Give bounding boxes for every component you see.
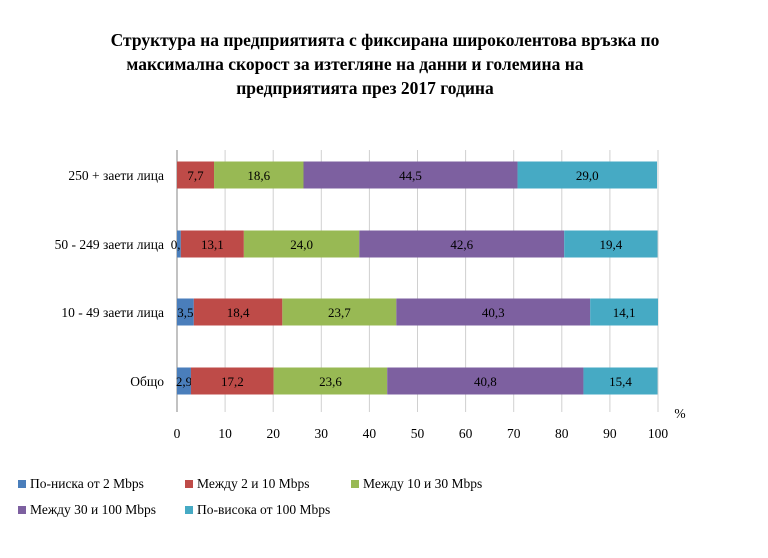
legend-swatch-1: [185, 480, 193, 488]
data-label-0-4: 29,0: [576, 168, 599, 183]
legend-label-1: Между 2 и 10 Mbps: [197, 476, 310, 491]
bar-3-3: [387, 367, 584, 395]
bar-3-0: [177, 367, 191, 395]
x-tick-label-1: 10: [218, 426, 232, 441]
bar-2-3: [396, 298, 591, 326]
chart-title-line-2: максимална скорост за изтегляне на данни…: [126, 54, 584, 74]
bar-2-0: [177, 298, 194, 326]
category-label-1: 50 - 249 заети лица: [55, 237, 164, 252]
bar-1-2: [243, 230, 360, 258]
bar-1-4: [564, 230, 658, 258]
bar-2-2: [282, 298, 397, 326]
data-label-3-1: 17,2: [221, 374, 244, 389]
x-axis-label: %: [674, 406, 685, 421]
data-label-3-0: 2,9: [176, 374, 192, 389]
legend-label-3: Между 30 и 100 Mbps: [30, 502, 156, 517]
data-label-1-4: 19,4: [599, 237, 622, 252]
bar-1-0: [177, 230, 181, 258]
data-label-1-2: 24,0: [290, 237, 313, 252]
bar-1-3: [359, 230, 565, 258]
data-label-2-4: 14,1: [613, 305, 636, 320]
bar-3-4: [583, 367, 658, 395]
bar-2-4: [590, 298, 658, 326]
bar-1-1: [180, 230, 244, 258]
data-label-3-2: 23,6: [319, 374, 342, 389]
data-label-0-3: 44,5: [399, 168, 422, 183]
legend-item-3: Между 30 и 100 Mbps: [18, 502, 156, 518]
bar-3-2: [273, 367, 388, 395]
x-tick-label-8: 80: [555, 426, 569, 441]
legend-item-4: По-висока от 100 Mbps: [185, 502, 330, 518]
x-tick-label-0: 0: [174, 426, 181, 441]
legend-swatch-0: [18, 480, 26, 488]
category-label-2: 10 - 49 заети лица: [61, 305, 164, 320]
chart-title-line-3: предприятията през 2017 година: [236, 78, 494, 98]
bar-2-1: [193, 298, 283, 326]
data-label-2-3: 40,3: [482, 305, 505, 320]
data-label-0-2: 18,6: [247, 168, 270, 183]
category-label-3: Общо: [130, 374, 164, 389]
data-label-2-0: 3,5: [177, 305, 193, 320]
x-tick-label-6: 60: [459, 426, 473, 441]
chart-title: Структура на предприятията с фиксирана ш…: [40, 28, 730, 100]
bar-0-1: [177, 161, 215, 189]
data-label-0-1: 7,7: [187, 168, 204, 183]
x-tick-label-10: 100: [648, 426, 669, 441]
data-label-2-1: 18,4: [227, 305, 250, 320]
bar-0-2: [214, 161, 304, 189]
data-label-3-3: 40,8: [474, 374, 497, 389]
legend-label-4: По-висока от 100 Mbps: [197, 502, 331, 517]
data-label-1-3: 42,6: [450, 237, 473, 252]
legend-swatch-3: [18, 506, 26, 514]
chart-title-line-1: Структура на предприятията с фиксирана ш…: [110, 30, 660, 50]
bar-0-3: [303, 161, 518, 189]
legend-swatch-4: [185, 506, 193, 514]
x-tick-label-4: 40: [363, 426, 377, 441]
legend-swatch-2: [351, 480, 359, 488]
data-label-2-2: 23,7: [328, 305, 351, 320]
legend-label-2: Между 10 и 30 Mbps: [363, 476, 483, 491]
category-label-0: 250 + заети лица: [68, 168, 164, 183]
legend-item-1: Между 2 и 10 Mbps: [185, 476, 310, 492]
data-label-3-4: 15,4: [609, 374, 632, 389]
x-tick-label-3: 30: [315, 426, 329, 441]
legend-label-0: По-ниска от 2 Mbps: [30, 476, 144, 491]
data-label-1-1: 13,1: [201, 237, 224, 252]
legend-item-0: По-ниска от 2 Mbps: [18, 476, 144, 492]
x-tick-label-2: 20: [266, 426, 280, 441]
bar-3-1: [190, 367, 274, 395]
x-tick-label-9: 90: [603, 426, 617, 441]
legend-item-2: Между 10 и 30 Mbps: [351, 476, 482, 492]
x-tick-label-7: 70: [507, 426, 521, 441]
x-tick-label-5: 50: [411, 426, 425, 441]
bar-0-4: [517, 161, 658, 189]
